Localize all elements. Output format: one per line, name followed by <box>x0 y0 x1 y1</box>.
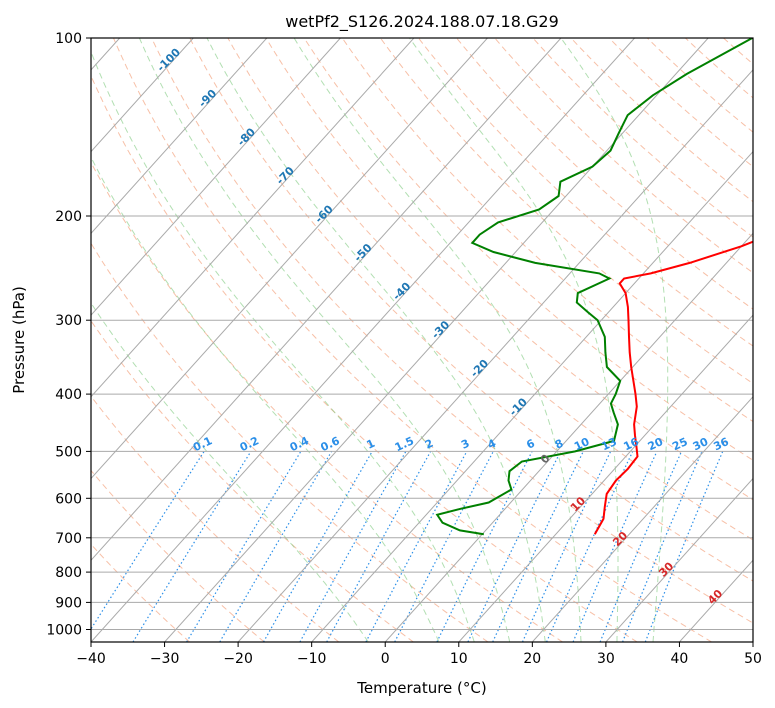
mixing-ratio-label: 20 <box>646 435 666 453</box>
x-tick-label: 20 <box>523 651 541 667</box>
y-tick-label: 100 <box>55 31 82 47</box>
mixing-ratio-line <box>436 451 533 642</box>
y-axis-label: Pressure (hPa) <box>10 286 28 394</box>
y-tick-label: 600 <box>55 491 82 507</box>
dry-adiabat-line <box>189 38 753 582</box>
y-tick-label: 400 <box>55 387 82 403</box>
dry-adiabat-line <box>227 38 753 541</box>
isotherm-gridline <box>91 38 488 480</box>
mixing-ratio-label: 13 <box>599 435 618 453</box>
plot-frame <box>90 37 754 643</box>
moist-adiabat-line <box>91 156 440 642</box>
dry-adiabat-line <box>341 38 753 423</box>
x-tick-label: 10 <box>450 651 468 667</box>
mixing-ratio-line <box>91 451 205 631</box>
dry-adiabat-line <box>91 320 414 642</box>
isotherm-gridline <box>384 232 753 642</box>
isotherm-gridline <box>91 38 635 642</box>
x-axis-label: Temperature (°C) <box>356 679 486 697</box>
x-tick-label: 40 <box>670 651 688 667</box>
isotherm-gridline <box>91 38 341 316</box>
y-tick-label: 700 <box>55 531 82 547</box>
moist-adiabat-line <box>560 38 669 642</box>
chart-title: wetPf2_S126.2024.188.07.18.G29 <box>285 12 559 32</box>
mixing-ratio-label: 25 <box>670 435 689 453</box>
moist-adiabat-line <box>408 38 619 642</box>
isotherm-gridline <box>605 477 753 642</box>
isotherm-gridline <box>531 396 753 642</box>
mixing-ratio-line <box>132 451 252 642</box>
dry-adiabat-line <box>91 74 638 642</box>
mixing-ratio-line <box>599 451 683 642</box>
y-tick-label: 900 <box>55 595 82 611</box>
mixing-ratio-line <box>299 451 407 642</box>
isotherm-gridline <box>458 314 753 642</box>
x-tick-label: −30 <box>150 651 180 667</box>
mixing-ratio-line <box>467 451 562 642</box>
x-tick-label: 50 <box>744 651 762 667</box>
mixing-ratio-line <box>262 451 373 642</box>
dry-adiabat-line <box>570 38 753 203</box>
moist-adiabat-line <box>138 38 511 642</box>
y-tick-label: 800 <box>55 565 82 581</box>
isotherm-gridline <box>91 38 268 235</box>
mixing-ratio-line <box>186 451 302 642</box>
isotherm-gridline <box>91 38 194 153</box>
mixing-ratio-line <box>546 451 634 642</box>
moist-adiabat-line <box>91 302 369 642</box>
isotherm-gridline <box>237 69 753 642</box>
isotherm-gridline <box>91 38 415 398</box>
y-tick-label: 1000 <box>46 623 82 639</box>
mixing-ratio-label: 30 <box>691 435 711 453</box>
mixing-ratio-line <box>219 451 333 642</box>
dewpoint-profile-line <box>435 38 753 536</box>
y-tick-label: 300 <box>55 313 82 329</box>
dry-adiabat-line <box>113 38 712 642</box>
mixing-ratio-label: 16 <box>622 435 642 453</box>
moist-adiabat-line <box>293 38 582 642</box>
dry-adiabat-line <box>303 38 753 461</box>
x-tick-label: 0 <box>381 651 390 667</box>
x-tick-label: 30 <box>597 651 615 667</box>
dry-adiabat-line <box>608 38 753 168</box>
moist-adiabat-line <box>206 38 546 642</box>
mixing-ratio-label: 36 <box>712 435 732 453</box>
mixing-ratio-label: 10 <box>572 435 592 453</box>
isotherm-gridline <box>91 38 562 561</box>
dry-adiabat-line <box>418 38 753 347</box>
isotherm-gridline <box>164 38 709 642</box>
mixing-ratio-line <box>326 451 432 642</box>
mixing-ratio-line <box>492 451 584 642</box>
y-tick-label: 500 <box>55 444 82 460</box>
y-tick-label: 200 <box>55 209 82 225</box>
x-tick-label: −20 <box>223 651 253 667</box>
dry-adiabat-line <box>532 38 753 238</box>
mixing-ratio-line <box>572 451 658 642</box>
dry-adiabat-line <box>379 38 753 385</box>
dry-adiabat-line <box>456 38 753 310</box>
dry-adiabat-line <box>91 395 340 642</box>
x-tick-label: −40 <box>76 651 106 667</box>
dry-adiabat-line <box>151 38 753 624</box>
x-tick-label: −10 <box>297 651 327 667</box>
moist-adiabat-line <box>91 50 475 642</box>
temperature-profile-line <box>593 240 753 535</box>
isotherm-gridline <box>311 150 753 642</box>
mixing-ratio-line <box>521 451 612 642</box>
